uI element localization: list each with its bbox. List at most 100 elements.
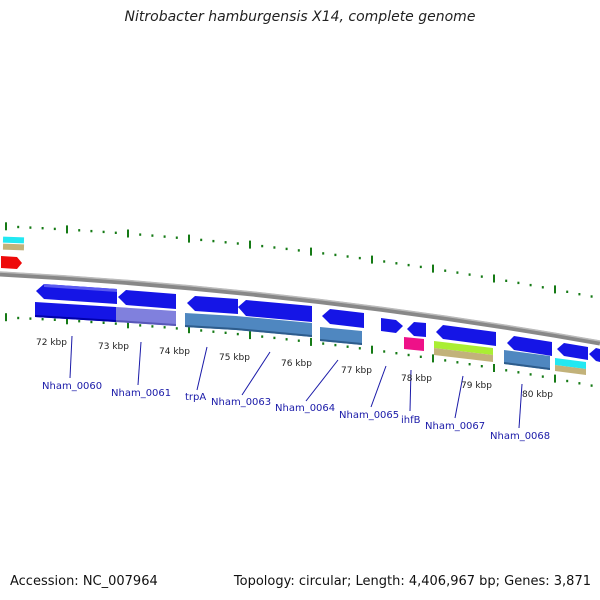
genome-backbone-highlight: [0, 271, 600, 342]
major-tick: [432, 264, 434, 273]
minor-tick: [395, 352, 398, 355]
gene-label-nham-0064[interactable]: Nham_0064: [275, 403, 335, 414]
minor-tick: [163, 326, 166, 329]
minor-tick: [78, 229, 81, 232]
minor-tick: [102, 230, 105, 234]
minor-tick: [41, 227, 44, 230]
feature-cyan-right[interactable]: [555, 358, 586, 369]
major-tick: [127, 229, 129, 238]
minor-tick: [53, 318, 56, 321]
minor-tick: [17, 225, 20, 229]
gene-arrow-right-2[interactable]: [589, 348, 600, 362]
gene-arrow-nham-0061[interactable]: [118, 290, 176, 309]
kbp-label: 79 kbp: [461, 381, 492, 391]
major-tick: [188, 234, 190, 243]
minor-tick: [578, 382, 581, 385]
kbp-label: 80 kbp: [522, 390, 553, 400]
minor-tick: [17, 316, 20, 320]
kbp-label: 78 kbp: [401, 374, 432, 384]
minor-tick: [236, 242, 239, 245]
minor-tick: [273, 246, 276, 249]
gene-arrow-nham-0064[interactable]: [322, 309, 364, 328]
minor-tick: [175, 327, 178, 330]
major-tick: [371, 345, 373, 354]
genome-backbone: [0, 271, 600, 346]
kbp-label: 74 kbp: [159, 347, 190, 357]
outer-tick-ring: [5, 222, 593, 298]
minor-tick: [419, 265, 422, 269]
cds-block-nham-0061[interactable]: [116, 307, 176, 326]
gene-label-nham-0065[interactable]: Nham_0065: [339, 410, 399, 421]
gene-arrow-nham-0060[interactable]: [36, 284, 117, 304]
minor-tick: [358, 347, 361, 350]
minor-tick: [541, 286, 544, 289]
cds-block-nham-0060[interactable]: [35, 302, 116, 322]
gene-label-ihfb[interactable]: ihfB: [401, 415, 421, 426]
minor-tick: [346, 255, 349, 258]
minor-tick: [139, 324, 142, 327]
gene-label-nham-0061[interactable]: Nham_0061: [111, 388, 171, 399]
cds-block-nham-0068[interactable]: [504, 350, 550, 370]
major-tick: [554, 285, 556, 294]
feature-tan-left[interactable]: [2, 243, 25, 251]
major-tick: [5, 313, 7, 322]
cds-block-nham-0063[interactable]: [236, 316, 312, 337]
gene-arrow-trpa[interactable]: [187, 296, 238, 314]
minor-tick: [322, 342, 325, 345]
gene-arrow-nham-0065[interactable]: [381, 318, 403, 333]
gene-label-trpa[interactable]: trpA: [185, 392, 206, 403]
minor-tick: [224, 241, 227, 244]
minor-tick: [505, 369, 508, 372]
major-tick: [249, 240, 251, 249]
minor-tick: [505, 279, 508, 282]
minor-tick: [29, 226, 32, 229]
minor-tick: [273, 336, 276, 340]
minor-tick: [114, 322, 117, 325]
feature-tan-right[interactable]: [555, 365, 586, 375]
feature-cyan-left[interactable]: [2, 236, 25, 244]
minor-tick: [224, 331, 227, 334]
major-tick: [310, 247, 312, 256]
major-tick: [5, 222, 7, 231]
minor-tick: [90, 229, 93, 233]
gene-labels: Nham_0060 Nham_0061 trpA Nham_0063 Nham_…: [42, 381, 550, 442]
feature-red-left[interactable]: [1, 256, 22, 269]
major-tick: [432, 354, 434, 363]
minor-tick: [261, 335, 264, 338]
topology-text: Topology: circular; Length: 4,406,967 bp…: [233, 574, 591, 589]
gene-arrow-ihfb[interactable]: [407, 322, 426, 337]
gene-label-nham-0060[interactable]: Nham_0060: [42, 381, 102, 392]
minor-tick: [407, 353, 410, 357]
gene-label-nham-0067[interactable]: Nham_0067: [425, 421, 485, 432]
major-tick: [493, 364, 495, 372]
feature-magenta-ihfb[interactable]: [404, 337, 424, 351]
gene-arrow-right-1[interactable]: [557, 343, 588, 360]
minor-tick: [175, 236, 178, 239]
minor-tick: [334, 343, 337, 347]
cds-block-nham-0064[interactable]: [320, 327, 362, 345]
gene-arrow-nham-0068[interactable]: [507, 336, 552, 356]
minor-tick: [541, 375, 544, 378]
minor-tick: [517, 281, 520, 285]
minor-tick: [468, 363, 471, 366]
minor-tick: [395, 262, 398, 265]
leader-lines: [69, 335, 523, 429]
gene-arrow-nham-0067[interactable]: [436, 325, 496, 346]
cds-block-trpa[interactable]: [185, 313, 236, 330]
minor-tick: [456, 271, 459, 274]
minor-tick: [480, 275, 483, 278]
minor-tick: [383, 260, 386, 263]
gene-label-nham-0063[interactable]: Nham_0063: [211, 397, 271, 408]
major-tick: [188, 325, 190, 334]
minor-tick: [29, 317, 32, 320]
kbp-label: 73 kbp: [98, 342, 129, 352]
map-title: Nitrobacter hamburgensis X14, complete g…: [124, 9, 476, 25]
cds-block-nham-0067[interactable]: [434, 341, 493, 362]
kbp-label: 72 kbp: [36, 338, 67, 348]
minor-tick: [578, 293, 581, 296]
major-tick: [554, 374, 556, 383]
gene-label-nham-0068[interactable]: Nham_0068: [490, 431, 550, 442]
major-tick: [493, 274, 495, 283]
gene-arrow-nham-0063[interactable]: [238, 300, 312, 322]
kbp-label: 76 kbp: [281, 359, 312, 369]
